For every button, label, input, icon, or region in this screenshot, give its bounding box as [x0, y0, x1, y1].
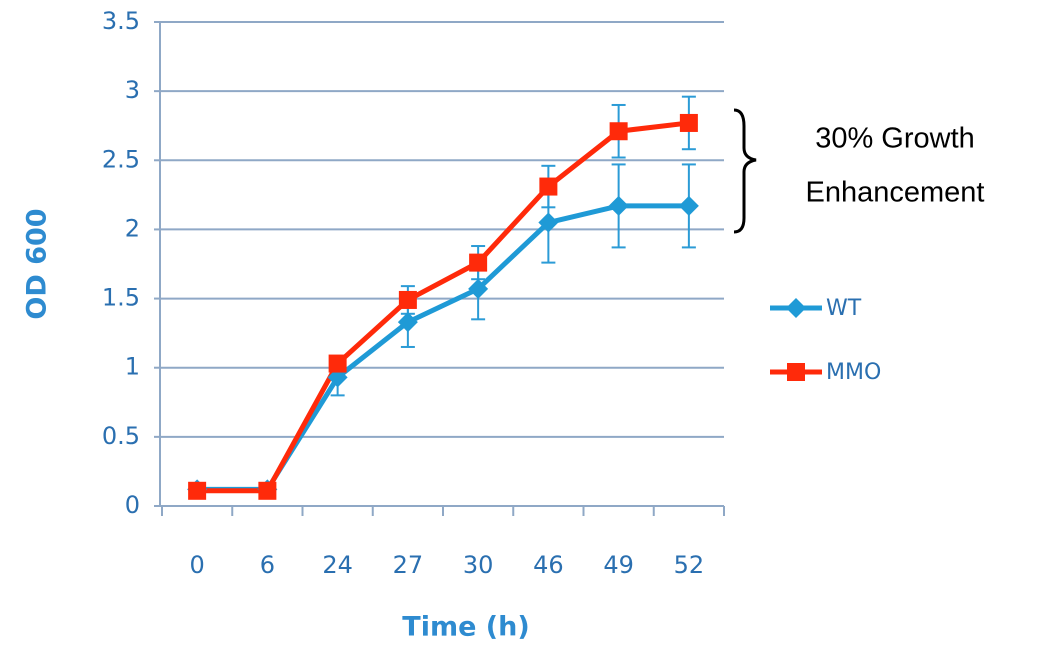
x-tick-label: 24: [322, 551, 353, 579]
point: [258, 481, 277, 500]
point: [608, 195, 629, 216]
y-tick-label: 1: [125, 353, 140, 381]
point: [679, 113, 698, 132]
legend-marker: [786, 298, 806, 318]
series-line: [197, 203, 689, 492]
x-axis-title: Time (h): [402, 612, 529, 643]
point: [188, 481, 207, 500]
brace: [733, 108, 757, 234]
y-tick-label: 2: [125, 214, 140, 242]
y-tick-label: 0.5: [102, 422, 140, 450]
y-tick-label: 3.5: [102, 7, 140, 35]
legend-label: WT: [826, 296, 862, 321]
point: [609, 122, 628, 141]
x-tick-label: 46: [533, 551, 564, 579]
y-tick-label: 3: [125, 76, 140, 104]
annotation-line: 30% Growth: [815, 123, 975, 155]
y-tick-label: 1.5: [102, 284, 140, 312]
y-tick-label: 2.5: [102, 145, 140, 173]
point: [538, 212, 559, 233]
point: [539, 177, 558, 196]
x-tick-label: 49: [603, 551, 634, 579]
annotation-line: Enhancement: [806, 177, 985, 209]
series-line: [197, 120, 690, 494]
x-tick-label: 6: [260, 551, 275, 579]
point: [328, 354, 347, 373]
x-tick-label: 30: [463, 551, 494, 579]
y-tick-label: 0: [125, 491, 140, 519]
x-tick-label: 0: [189, 551, 204, 579]
point: [468, 278, 489, 299]
x-tick-label: 27: [393, 551, 424, 579]
point: [678, 195, 699, 216]
point: [469, 253, 488, 272]
point: [397, 312, 418, 333]
y-axis-title: OD 600: [22, 208, 53, 319]
point: [398, 290, 417, 309]
legend-marker: [787, 363, 805, 381]
x-tick-label: 52: [674, 551, 705, 579]
legend-label: MMO: [826, 360, 881, 385]
